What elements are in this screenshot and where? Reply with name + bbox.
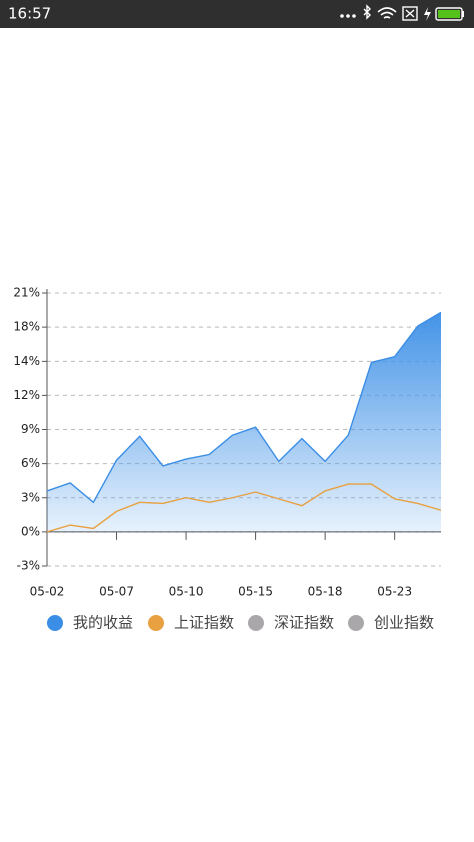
status-bar-icons: 16:57 <box>8 4 464 23</box>
x-tick-label: 05-07 <box>99 585 134 599</box>
dots <box>340 14 344 18</box>
y-tick-label: 6% <box>21 456 40 470</box>
status-bar: 16:57 <box>0 0 474 28</box>
x-tick-label: 05-15 <box>238 585 273 599</box>
sim-icon <box>402 6 418 21</box>
y-tick-label: 21% <box>13 286 40 300</box>
line <box>46 483 442 533</box>
dots <box>346 14 350 18</box>
legend-marker <box>248 615 264 631</box>
legend-label: 创业指数 <box>374 614 434 632</box>
dots <box>352 14 356 18</box>
x-tick-label: 05-10 <box>169 585 204 599</box>
bluetooth-icon <box>363 4 371 20</box>
legend-label: 我的收益 <box>73 614 133 632</box>
x-tick-label: 05-02 <box>30 585 65 599</box>
charging-icon <box>424 7 431 21</box>
legend-label: 深证指数 <box>274 614 334 632</box>
status-time: 16:57 <box>8 5 51 23</box>
sim-icon <box>405 9 415 18</box>
legend-label: 上证指数 <box>174 614 234 632</box>
battery-level <box>438 10 460 18</box>
y-tick-label: 9% <box>21 422 40 436</box>
legend-marker <box>148 615 164 631</box>
y-tick-label: 3% <box>21 490 40 504</box>
y-tick-label: 14% <box>13 354 40 368</box>
wifi-icon <box>377 7 397 19</box>
x-tick-label: 05-23 <box>377 585 412 599</box>
legend-marker <box>47 615 63 631</box>
line <box>46 311 442 504</box>
y-tick-label: 0% <box>21 524 40 538</box>
x-tick-label: 05-18 <box>308 585 343 599</box>
y-tick-label: 12% <box>13 388 40 402</box>
y-tick-label: -3% <box>17 559 40 573</box>
area <box>47 312 441 532</box>
battery-tip <box>462 11 464 17</box>
legend-marker <box>348 615 364 631</box>
y-tick-label: 18% <box>13 320 40 334</box>
